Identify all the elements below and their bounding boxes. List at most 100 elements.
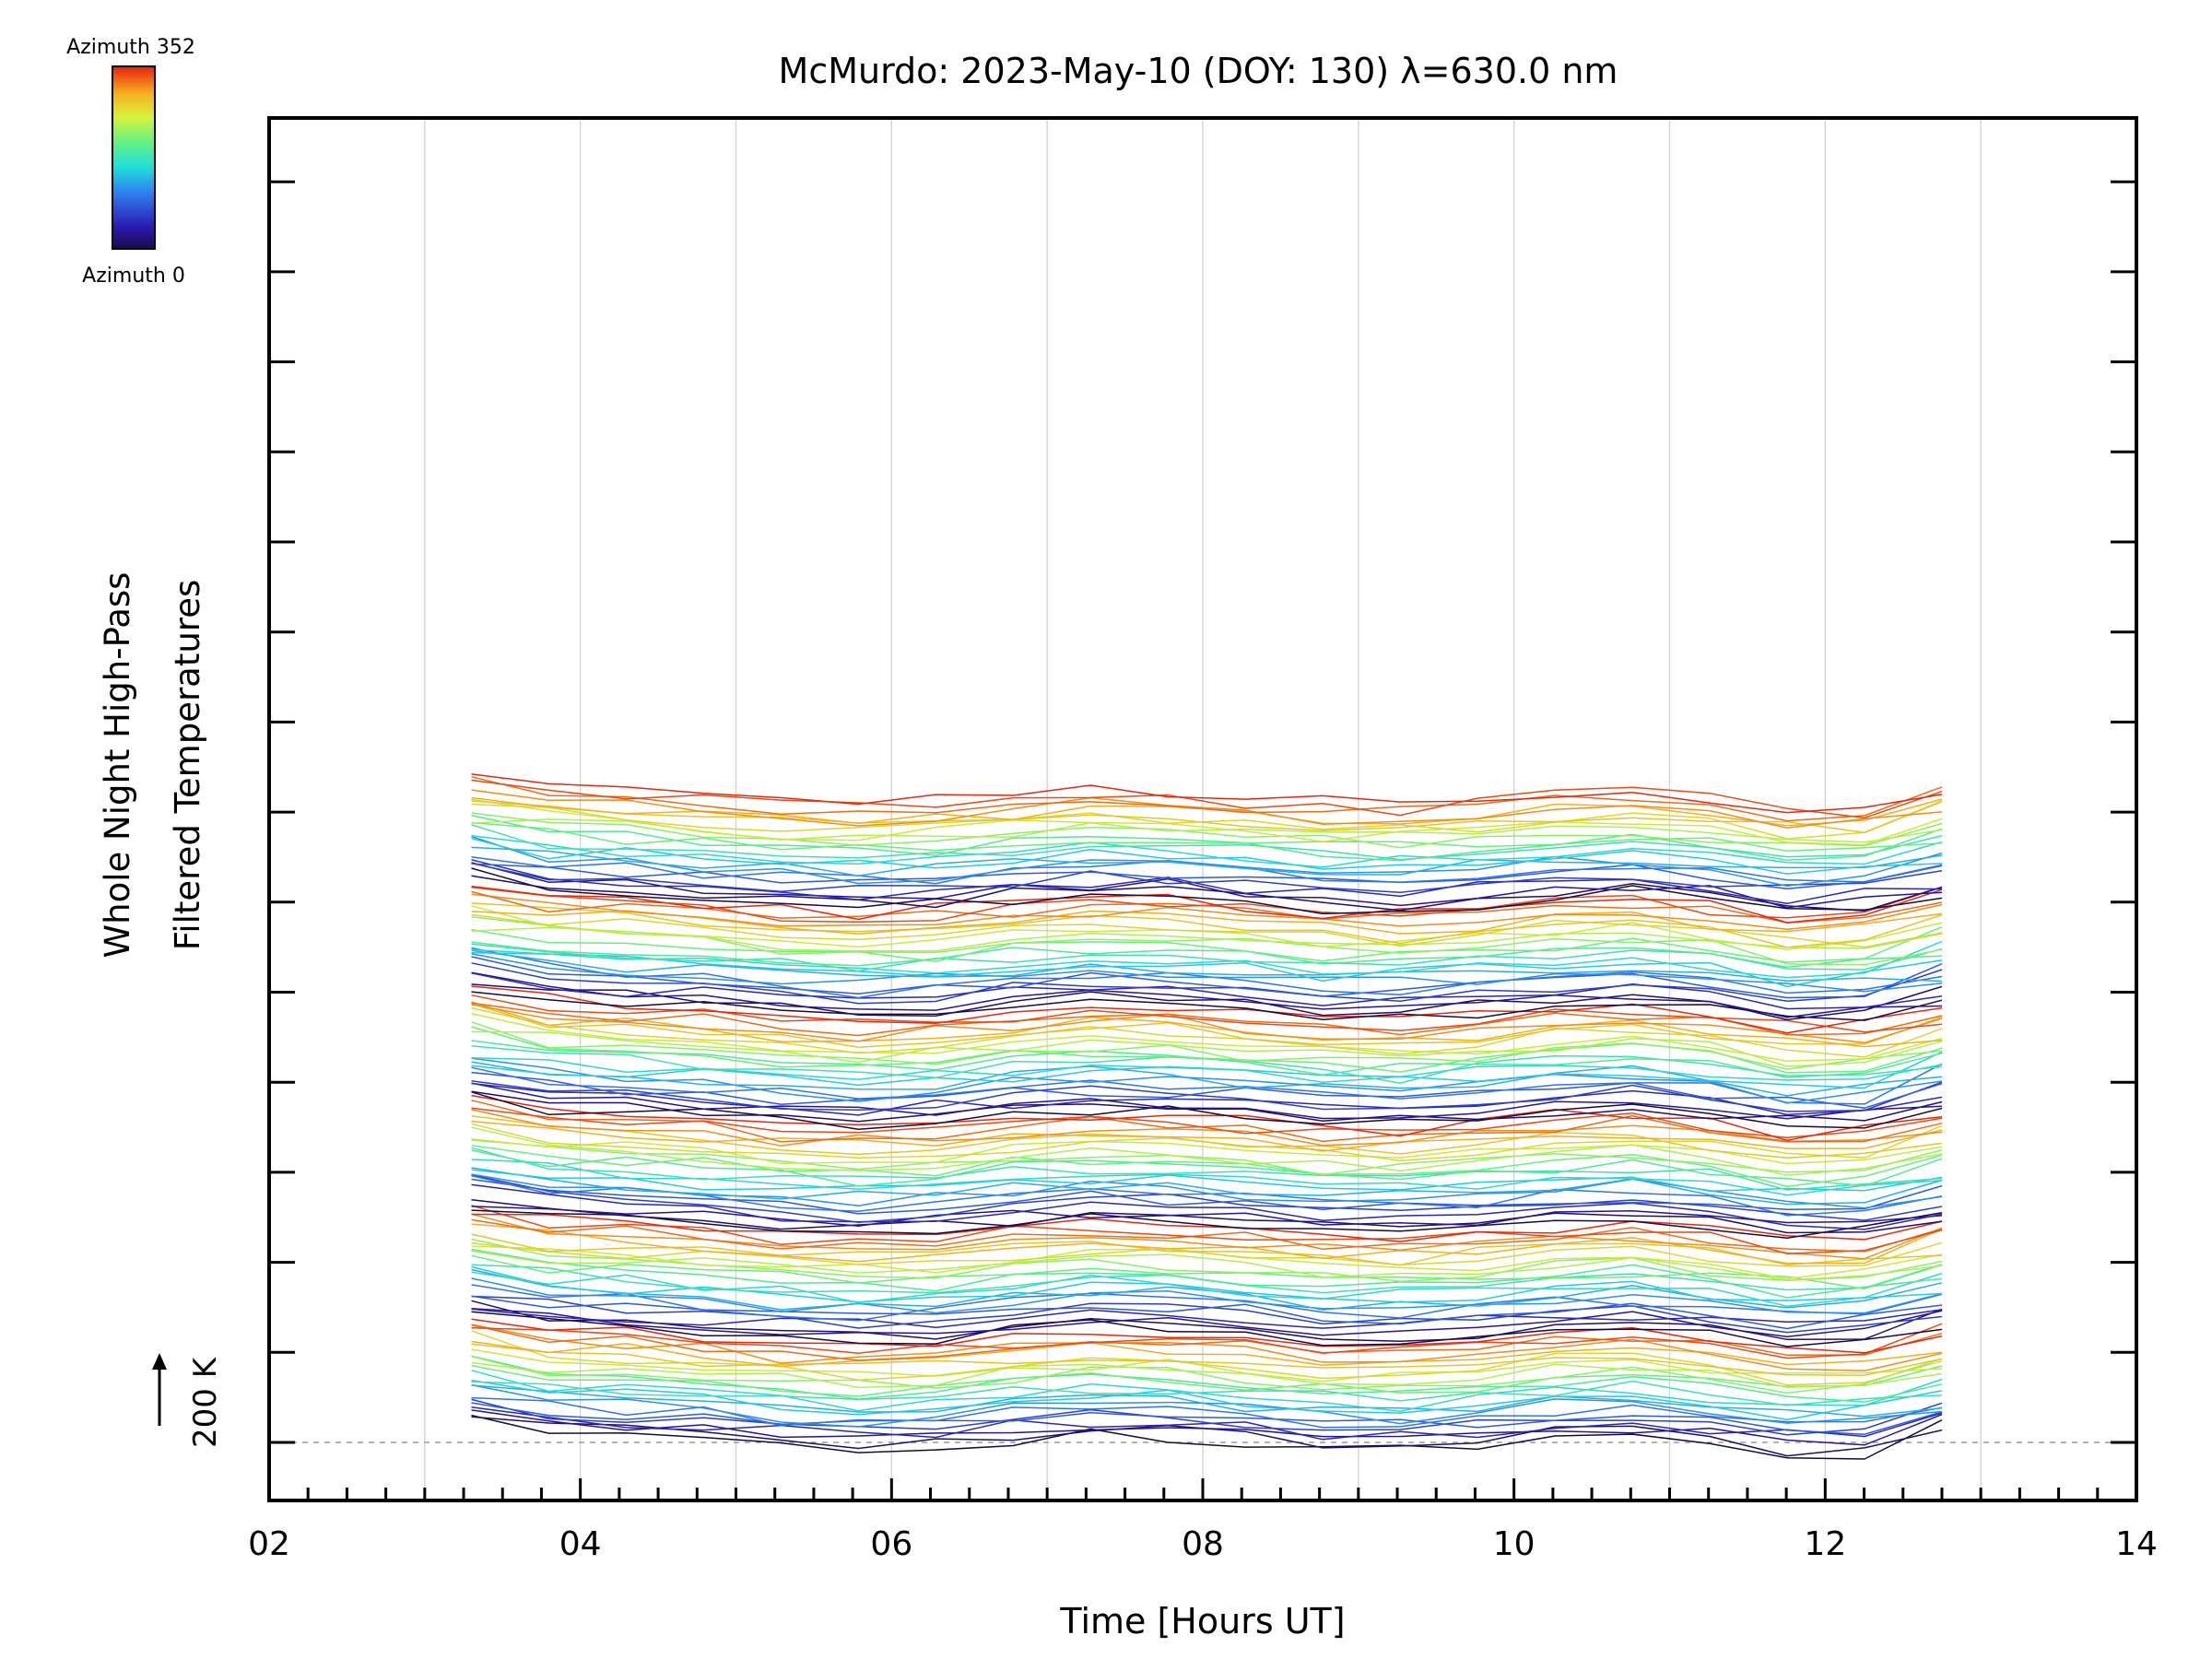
series-line	[471, 1173, 1943, 1223]
series-line	[471, 835, 1943, 868]
series-line	[471, 885, 1943, 924]
series-line	[471, 952, 1943, 988]
series-line	[471, 867, 1943, 915]
scale-indicator: 200 K	[152, 1353, 224, 1448]
series-line	[471, 1183, 1943, 1230]
series-line	[471, 1209, 1943, 1240]
y-axis-label-line1: Whole Night High-Pass	[98, 572, 137, 959]
series-line	[471, 1021, 1943, 1070]
series-line	[471, 940, 1943, 979]
colorbar-top-label: Azimuth 352	[66, 36, 195, 59]
series-line	[471, 821, 1943, 852]
colorbar-gradient	[112, 65, 156, 250]
series-line	[471, 1082, 1943, 1120]
series-line	[471, 1348, 1943, 1382]
series-line	[471, 1147, 1943, 1191]
x-tick-label: 14	[2115, 1525, 2158, 1563]
series-line	[471, 1144, 1943, 1188]
series-line	[471, 1091, 1943, 1131]
series-line	[471, 953, 1943, 993]
series-line	[471, 1223, 1943, 1265]
series-line	[471, 1030, 1943, 1067]
series-line	[471, 1355, 1943, 1394]
series-line	[471, 800, 1943, 834]
series-group	[471, 773, 1943, 1460]
series-line	[471, 985, 1943, 1034]
series-line	[471, 862, 1943, 894]
series-line	[471, 1174, 1943, 1217]
series-line	[471, 1213, 1943, 1242]
series-line	[471, 1398, 1943, 1436]
series-line	[471, 1120, 1943, 1152]
series-line	[471, 1071, 1943, 1109]
series-line	[471, 1061, 1943, 1097]
x-tick-label: 02	[248, 1525, 290, 1563]
series-line	[471, 1323, 1943, 1359]
series-line	[471, 926, 1943, 952]
series-line	[471, 926, 1943, 963]
series-line	[471, 1199, 1943, 1234]
y-ticks	[269, 180, 2136, 1444]
series-line	[471, 1149, 1943, 1187]
series-line	[471, 1248, 1943, 1299]
series-line	[471, 1324, 1943, 1371]
series-line	[471, 1265, 1943, 1303]
series-line	[471, 1284, 1943, 1322]
series-line	[471, 1355, 1943, 1403]
scale-arrow-head	[152, 1353, 167, 1370]
series-line	[471, 863, 1943, 890]
series-line	[471, 972, 1943, 1010]
x-tick-label: 06	[870, 1525, 912, 1563]
series-line	[471, 1308, 1943, 1329]
chart-title: McMurdo: 2023-May-10 (DOY: 130) λ=630.0 …	[779, 51, 1618, 91]
series-line	[471, 1324, 1943, 1361]
series-line	[471, 1006, 1943, 1058]
series-line	[471, 913, 1943, 948]
series-line	[471, 1402, 1943, 1435]
series-line	[471, 1107, 1943, 1139]
series-line	[471, 859, 1943, 905]
series-line	[471, 837, 1943, 875]
x-gridlines	[424, 118, 1982, 1500]
series-line	[471, 789, 1943, 830]
scale-label: 200 K	[187, 1356, 224, 1448]
series-line	[471, 1099, 1943, 1143]
x-axis-label: Time [Hours UT]	[1059, 1601, 1345, 1641]
series-line	[471, 1079, 1943, 1112]
series-line	[471, 1126, 1943, 1176]
series-line	[471, 1063, 1943, 1105]
series-line	[471, 1169, 1943, 1192]
colorbar-bottom-label: Azimuth 0	[82, 265, 185, 288]
series-line	[471, 779, 1943, 819]
series-line	[471, 1178, 1943, 1215]
series-line	[471, 1295, 1943, 1334]
series-line	[471, 1409, 1943, 1446]
y-axis-label-line2: Filtered Temperatures	[168, 580, 207, 950]
series-line	[471, 1384, 1943, 1418]
series-line	[471, 910, 1943, 935]
series-line	[471, 776, 1943, 822]
series-line	[471, 1094, 1943, 1142]
series-line	[471, 1057, 1943, 1104]
series-line	[471, 1277, 1943, 1314]
series-line	[471, 1414, 1943, 1460]
series-line	[471, 1003, 1943, 1049]
series-line	[471, 1380, 1943, 1406]
series-line	[471, 1343, 1943, 1376]
series-line	[471, 1206, 1943, 1227]
series-line	[471, 1139, 1943, 1176]
series-line	[471, 947, 1943, 999]
series-line	[471, 1238, 1943, 1283]
series-line	[471, 773, 1943, 814]
series-line	[471, 824, 1943, 861]
x-tick-label: 08	[1182, 1525, 1224, 1563]
series-line	[471, 1013, 1943, 1062]
series-line	[471, 835, 1943, 888]
series-line	[471, 846, 1943, 877]
series-line	[471, 956, 1943, 999]
series-line	[471, 812, 1943, 849]
series-line	[471, 1308, 1943, 1337]
series-line	[471, 941, 1943, 969]
series-line	[471, 1318, 1943, 1354]
